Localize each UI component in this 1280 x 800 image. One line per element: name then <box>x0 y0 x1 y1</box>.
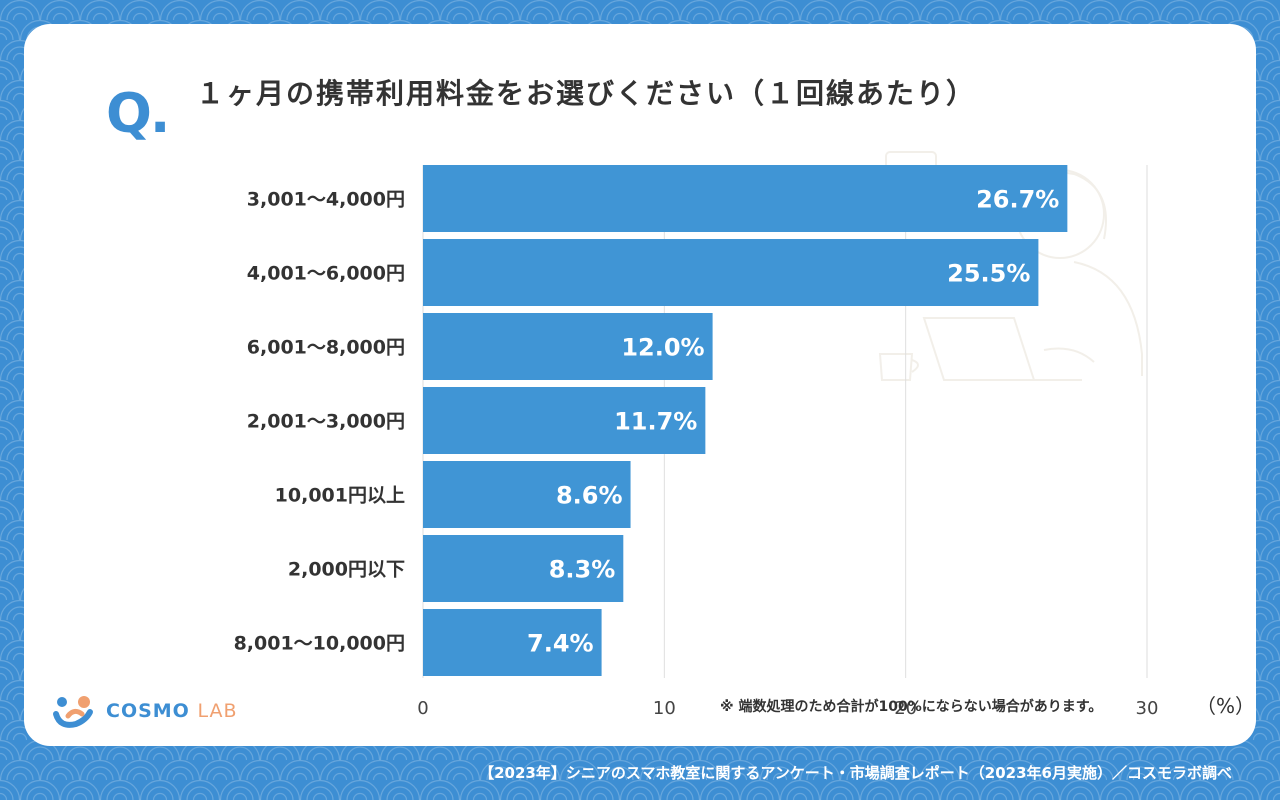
value-label: 12.0% <box>621 334 704 362</box>
category-label: 3,001〜4,000円 <box>247 189 405 211</box>
category-label: 6,001〜8,000円 <box>247 337 405 359</box>
value-label: 11.7% <box>614 408 697 436</box>
value-label: 7.4% <box>527 630 594 658</box>
category-label: 4,001〜6,000円 <box>247 263 405 285</box>
x-tick-label: 0 <box>417 698 428 719</box>
value-label: 8.6% <box>556 482 623 510</box>
logo-mark-icon <box>53 696 93 728</box>
rounding-note: ※ 端数処理のため合計が100%にならない場合があります。 <box>720 699 1103 715</box>
unit-label: （%） <box>1196 694 1256 718</box>
category-labels: 3,001〜4,000円 4,001〜6,000円 6,001〜8,000円 2,00… <box>234 189 405 655</box>
category-label: 2,001〜3,000円 <box>247 411 405 433</box>
category-label: 8,001〜10,000円 <box>234 633 405 655</box>
bar <box>423 165 1068 232</box>
category-label: 2,000円以下 <box>288 559 405 581</box>
bar <box>423 239 1039 306</box>
x-tick-label: 30 <box>1136 698 1159 719</box>
value-label: 26.7% <box>976 186 1059 214</box>
bars <box>423 165 1068 676</box>
logo-sub-text: LAB <box>197 700 238 722</box>
source-footer: 【2023年】シニアのスマホ教室に関するアンケート・市場調査レポート（2023年… <box>479 764 1232 782</box>
x-tick-label: 10 <box>653 698 676 719</box>
x-tick-label: 20 <box>894 698 917 719</box>
value-label: 25.5% <box>947 260 1030 288</box>
bar <box>423 535 624 602</box>
category-label: 10,001円以上 <box>275 485 405 507</box>
chart-card: Q. １ヶ月の携帯利用料金をお選びください（１回線あたり） 3,001〜4,00… <box>24 24 1256 746</box>
bar <box>423 313 713 380</box>
bar-chart: 3,001〜4,000円 4,001〜6,000円 6,001〜8,000円 2,00… <box>234 151 1158 719</box>
cosmo-lab-logo: COSMO LAB <box>48 686 248 730</box>
value-labels: 26.7% 25.5% 12.0% 11.7% 8.6% 8.3% 7.4% <box>527 186 1059 658</box>
question-mark-label: Q. <box>106 82 170 145</box>
value-label: 8.3% <box>549 556 616 584</box>
logo-main-text: COSMO <box>106 700 190 722</box>
x-tick-labels: 0 10 20 30 <box>417 698 1158 719</box>
question-title: １ヶ月の携帯利用料金をお選びください（１回線あたり） <box>196 77 977 110</box>
bar <box>423 387 706 454</box>
bar <box>423 609 602 676</box>
bar <box>423 461 631 528</box>
